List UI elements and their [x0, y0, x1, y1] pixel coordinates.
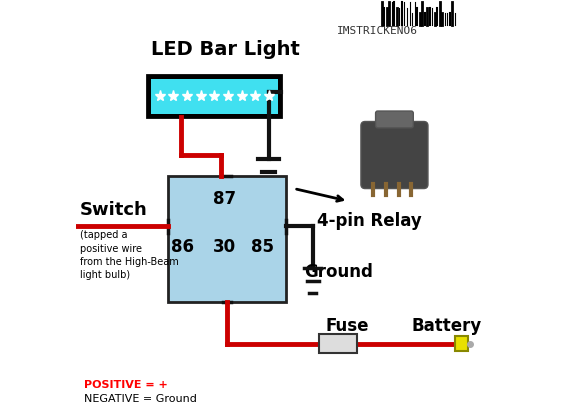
FancyBboxPatch shape	[168, 176, 286, 302]
Text: 87: 87	[213, 190, 236, 208]
Text: 4-pin Relay: 4-pin Relay	[317, 212, 421, 230]
Bar	[147, 75, 282, 117]
FancyBboxPatch shape	[376, 111, 413, 128]
Text: 86: 86	[171, 238, 194, 256]
Text: Fuse: Fuse	[325, 317, 369, 335]
Text: NEGATIVE = Ground: NEGATIVE = Ground	[85, 394, 197, 404]
Text: (tapped a
positive wire
from the High-Beam
light bulb): (tapped a positive wire from the High-Be…	[80, 230, 179, 280]
Text: IMSTRICKENO6: IMSTRICKENO6	[337, 26, 418, 36]
Text: POSITIVE = +: POSITIVE = +	[85, 380, 168, 390]
Text: Battery: Battery	[411, 317, 481, 335]
Text: LED Bar Light: LED Bar Light	[151, 40, 300, 59]
FancyBboxPatch shape	[361, 122, 428, 189]
Text: Switch: Switch	[80, 201, 148, 218]
Bar	[455, 336, 468, 351]
Text: Ground: Ground	[304, 263, 373, 281]
Bar	[319, 334, 357, 353]
Text: 85: 85	[251, 238, 274, 256]
Bar	[151, 79, 278, 114]
Text: 30: 30	[213, 238, 236, 256]
